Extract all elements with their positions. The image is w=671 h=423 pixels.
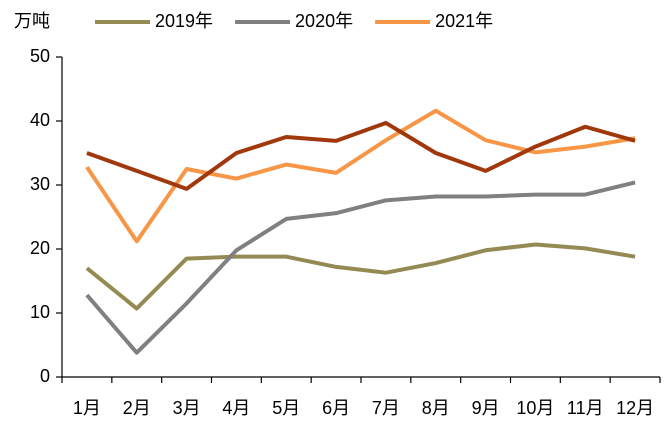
series-line — [85, 108, 636, 244]
legend-label: 2021年 — [435, 11, 493, 31]
x-tick-label: 9月 — [472, 398, 500, 418]
y-tick-label: 50 — [30, 46, 50, 66]
x-tick-label: 2月 — [123, 398, 151, 418]
x-tick-label: 8月 — [422, 398, 450, 418]
y-tick-label: 30 — [30, 174, 50, 194]
x-tick-label: 5月 — [272, 398, 300, 418]
x-tick-label: 7月 — [372, 398, 400, 418]
x-tick-label: 1月 — [73, 398, 101, 418]
y-axis-label: 万吨 — [14, 11, 50, 31]
y-tick-label: 0 — [40, 366, 50, 386]
x-tick-label: 6月 — [322, 398, 350, 418]
y-tick-label: 40 — [30, 110, 50, 130]
series-line — [86, 120, 636, 191]
legend-label: 2019年 — [155, 11, 213, 31]
x-tick-label: 3月 — [173, 398, 201, 418]
y-tick-label: 20 — [30, 238, 50, 258]
x-tick-label: 11月 — [567, 398, 604, 418]
x-tick-label: 12月 — [616, 398, 654, 418]
x-tick-label: 4月 — [222, 398, 250, 418]
series-line — [85, 180, 636, 355]
legend-label: 2020年 — [295, 11, 353, 31]
x-tick-label: 10月 — [516, 398, 554, 418]
series-line — [85, 242, 636, 311]
y-tick-label: 10 — [30, 302, 50, 322]
